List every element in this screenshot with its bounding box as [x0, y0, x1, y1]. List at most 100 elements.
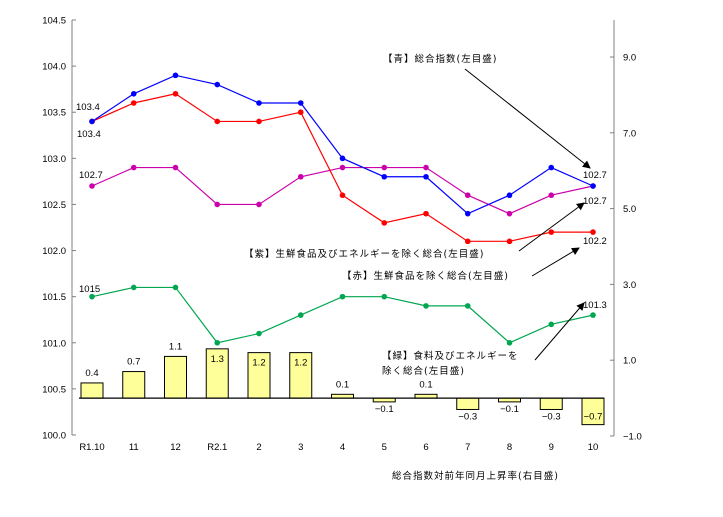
left-axis-tick-label: 100.5: [42, 384, 66, 395]
right-axis-tick-label: 7.0: [623, 128, 636, 139]
bar-series-caption: 総合指数対前年同月上昇率(右目盛): [392, 470, 559, 482]
data-point: [590, 312, 596, 318]
bar-value-label: −0.1: [500, 404, 519, 415]
data-point: [256, 201, 262, 208]
x-axis-tick-label: R1.10: [79, 442, 104, 453]
data-point: [506, 192, 513, 199]
blue-annotation-arrow: [464, 68, 591, 169]
left-axis-tick-label: 103.0: [42, 154, 66, 165]
left-axis-tick-label: 101.0: [42, 338, 66, 349]
data-point: [214, 201, 221, 208]
data-point: [130, 90, 137, 97]
x-axis-tick-label: 6: [423, 442, 428, 453]
data-point: [297, 100, 304, 106]
green-first-value: 1015: [79, 284, 100, 295]
data-point: [381, 220, 388, 226]
left-axis-tick-label: 100.0: [42, 431, 66, 442]
right-axis-tick-label: 5.0: [623, 204, 636, 215]
x-axis-tick-label: 9: [549, 442, 554, 453]
data-point: [590, 183, 596, 189]
x-axis-tick-label: 3: [298, 442, 303, 453]
purple-annotation-arrow: [518, 202, 585, 252]
data-point: [339, 192, 346, 199]
data-point: [130, 284, 137, 291]
data-point: [172, 90, 179, 97]
right-axis-tick-label: 3.0: [623, 280, 636, 291]
x-axis-tick-label: 4: [340, 442, 345, 453]
data-point: [423, 210, 429, 217]
data-point: [256, 100, 262, 106]
bar: [80, 382, 104, 399]
left-axis-tick-label: 102.0: [42, 246, 66, 257]
data-point: [256, 330, 262, 337]
data-point: [130, 100, 137, 106]
x-axis-tick-label: R2.1: [207, 442, 227, 453]
data-point: [214, 81, 221, 88]
data-point: [339, 293, 346, 300]
data-point: [464, 238, 471, 245]
bar-value-label: 1.2: [294, 358, 307, 369]
blue-series-annotation: 【青】総合指数(左目盛): [383, 53, 497, 65]
data-point: [506, 238, 513, 245]
data-point: [423, 164, 429, 171]
green-series-annotation-line2: 除く総合(左目盛): [382, 365, 465, 377]
blue-last-value: 102.7: [583, 170, 607, 181]
right-axis-tick-label: 9.0: [623, 53, 636, 64]
annotations: 【青】総合指数(左目盛) 【紫】生鮮食品及びエネルギーを除く総合(左目盛) 【赤…: [244, 53, 591, 482]
left-axis-tick-label: 104.5: [42, 16, 66, 27]
data-point: [506, 339, 513, 346]
x-axis-labels: R1.10 11 12 R2.1 2 3 4 5 6 7 8 9 10: [79, 442, 598, 453]
data-point: [381, 164, 388, 171]
left-axis-tick-label: 101.5: [42, 292, 66, 303]
bar-value-label: 0.7: [127, 357, 140, 368]
line-series-2: [89, 164, 596, 217]
blue-first-value: 103.4: [76, 102, 100, 113]
data-point: [339, 155, 346, 162]
bar-value-label: −0.3: [542, 411, 561, 422]
data-point: [548, 321, 555, 328]
line-series-3: [89, 284, 596, 346]
bar-value-label: −0.1: [375, 404, 394, 415]
bar: [539, 397, 563, 410]
data-point: [464, 303, 471, 309]
purple-first-value: 102.7: [79, 170, 103, 181]
bar-value-label: −0.7: [584, 412, 603, 423]
data-point: [381, 293, 388, 300]
data-point: [256, 118, 262, 125]
right-axis: −1.0 1.0 3.0 5.0 7.0 9.0: [610, 20, 642, 443]
line-series: [89, 72, 596, 346]
right-axis-tick-label: −1.0: [623, 432, 642, 443]
data-point: [381, 173, 388, 180]
purple-series-annotation: 【紫】生鮮食品及びエネルギーを除く総合(左目盛): [244, 248, 484, 260]
green-series-annotation-line1: 【緑】食料及びエネルギーを: [382, 350, 519, 362]
data-point: [172, 284, 179, 291]
red-last-value: 102.2: [583, 236, 607, 247]
data-point: [297, 109, 304, 116]
data-point: [339, 164, 346, 171]
x-axis-tick-label: 12: [170, 442, 181, 453]
data-point: [548, 164, 555, 171]
data-point: [172, 72, 179, 79]
bar-value-label: 0.1: [419, 379, 432, 390]
data-point: [423, 173, 429, 180]
left-axis-tick-label: 102.5: [42, 200, 66, 211]
data-labels: 103.4 103.4 102.7 1015 102.7 102.7 102.2…: [76, 102, 607, 311]
bar: [456, 397, 480, 410]
x-axis-tick-label: 2: [256, 442, 261, 453]
bar-value-label: 1.1: [169, 341, 182, 352]
bar-value-label: 0.4: [85, 368, 98, 379]
bar: [122, 371, 146, 399]
bar-value-label: 1.3: [211, 354, 224, 365]
data-point: [89, 293, 95, 300]
data-point: [89, 183, 95, 189]
red-series-annotation: 【赤】生鮮食品を除く総合(左目盛): [342, 270, 509, 282]
data-point: [464, 192, 471, 199]
x-axis-tick-label: 5: [382, 442, 387, 453]
data-point: [214, 339, 221, 346]
data-point: [89, 118, 95, 125]
green-last-value: 101.3: [583, 300, 607, 311]
x-axis-tick-label: 10: [588, 442, 599, 453]
red-annotation-arrow: [531, 247, 580, 277]
left-axis: 100.0 100.5 101.0 101.5 102.0 102.5 103.0 103.5…: [42, 16, 76, 442]
